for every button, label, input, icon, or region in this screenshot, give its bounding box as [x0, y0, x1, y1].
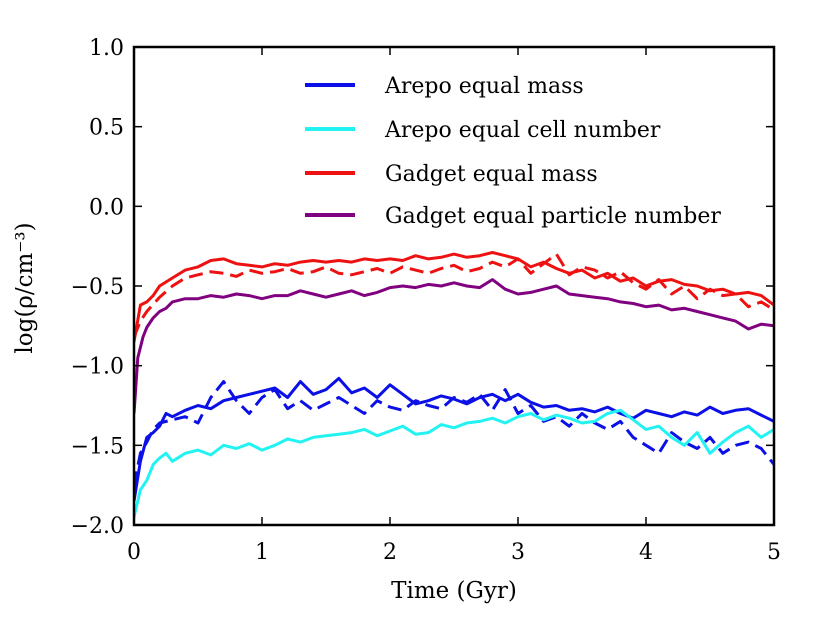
- x-tick-label: 0: [127, 540, 141, 565]
- y-tick-label: 1.0: [89, 36, 124, 61]
- series-line-2: [517, 257, 774, 307]
- series-line-5: [134, 380, 774, 486]
- series-layer: [134, 251, 774, 518]
- x-axis-title: Time (Gyr): [391, 578, 517, 604]
- y-tick-label: −2.0: [71, 514, 124, 539]
- series-line-0: [134, 251, 519, 343]
- axis-ticks: 0 1 2 3 4 5 1.0 0.5 0.0 −0.5 −1.0 −1.5 −2.0: [71, 36, 781, 565]
- y-tick-label: 0.5: [89, 116, 124, 141]
- legend: Arepo equal mass Arepo equal cell number…: [305, 74, 721, 229]
- series-line-6: [134, 408, 774, 518]
- x-tick-label: 4: [639, 540, 653, 565]
- legend-label-gadget-equal-particle-number: Gadget equal particle number: [385, 204, 721, 229]
- x-tick-label: 2: [383, 540, 397, 565]
- y-tick-label: 0.0: [89, 195, 124, 220]
- y-axis-title: log(ρ/cm⁻³): [12, 222, 38, 353]
- x-tick-label: 3: [511, 540, 525, 565]
- y-tick-label: −1.0: [71, 355, 124, 380]
- y-tick-label: −0.5: [71, 275, 124, 300]
- x-tick-label: 5: [767, 540, 781, 565]
- series-line-3: [134, 278, 774, 414]
- y-tick-label: −1.5: [71, 434, 124, 459]
- x-tick-label: 1: [255, 540, 269, 565]
- series-line-1: [134, 252, 774, 338]
- series-line-4: [134, 376, 774, 502]
- legend-label-arepo-equal-mass: Arepo equal mass: [384, 74, 584, 99]
- legend-label-arepo-equal-cell-number: Arepo equal cell number: [384, 118, 661, 143]
- legend-label-gadget-equal-mass: Gadget equal mass: [385, 162, 598, 187]
